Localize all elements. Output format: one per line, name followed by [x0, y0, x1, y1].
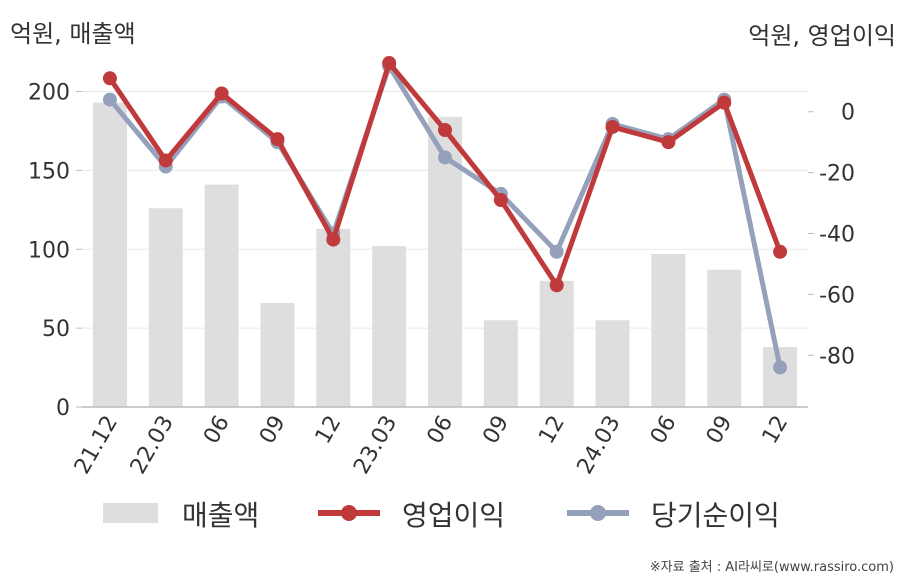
x-tick-label: 09: [702, 412, 738, 449]
point-net-income: [549, 244, 564, 259]
x-tick-label: 09: [478, 412, 514, 449]
point-operating-profit: [438, 123, 452, 138]
legend-label-revenue: 매출액: [182, 499, 259, 532]
point-operating-profit: [270, 132, 285, 147]
x-tick-label: 09: [255, 412, 291, 449]
point-operating-profit: [549, 278, 564, 293]
point-operating-profit: [158, 153, 173, 168]
x-tick-label: 24.03: [573, 412, 626, 479]
bar-revenue: [92, 102, 127, 407]
point-operating-profit: [717, 95, 732, 110]
right-tick-label: -60: [819, 283, 855, 308]
point-net-income: [773, 360, 788, 375]
point-operating-profit: [382, 56, 397, 71]
left-tick-label: 0: [56, 396, 70, 421]
bar-revenue: [204, 184, 239, 407]
x-tick-label: 06: [423, 412, 459, 449]
bar-revenue: [316, 228, 351, 407]
bar-revenue: [260, 302, 295, 407]
x-tick-label: 22.03: [126, 412, 179, 479]
x-tick-label: 12: [758, 412, 794, 449]
x-tick-label: 12: [534, 412, 570, 449]
right-tick-label: 0: [841, 101, 855, 126]
x-tick-label: 21.12: [70, 412, 123, 479]
left-axis-unit: 억원, 매출액: [10, 20, 136, 48]
bar-revenue: [539, 280, 574, 407]
point-operating-profit: [493, 193, 508, 208]
left-tick-label: 50: [42, 317, 70, 342]
bar-revenue: [707, 269, 742, 407]
bar-revenue: [651, 254, 686, 407]
point-operating-profit: [326, 232, 341, 247]
point-operating-profit: [102, 71, 117, 86]
right-tick-label: -20: [819, 162, 855, 187]
x-tick-label: 06: [199, 412, 235, 449]
x-tick-label: 23.03: [349, 412, 402, 479]
legend-label-net-income: 당기순이익: [651, 499, 780, 532]
legend-marker-operating-profit: [341, 505, 357, 521]
left-tick-label: 100: [28, 238, 70, 263]
bar-revenue: [148, 208, 183, 407]
left-tick-label: 200: [28, 81, 70, 106]
bar-revenue: [483, 320, 518, 407]
x-tick-label: 06: [646, 412, 682, 449]
right-axis-unit: 억원, 영업이익: [748, 22, 896, 50]
right-tick-label: -80: [819, 344, 855, 369]
point-operating-profit: [773, 244, 788, 259]
legend-marker-net-income: [590, 505, 606, 521]
legend-label-operating-profit: 영업이익: [402, 499, 505, 532]
x-tick-label: 12: [311, 412, 347, 449]
source-credit: ※자료 출처 : AI라씨로(www.rassiro.com): [649, 560, 894, 575]
bar-revenue: [372, 246, 407, 407]
legend-swatch-revenue: [103, 503, 158, 523]
point-operating-profit: [661, 135, 676, 150]
left-tick-label: 150: [28, 159, 70, 184]
point-net-income: [438, 150, 452, 165]
right-tick-label: -40: [819, 223, 855, 248]
point-operating-profit: [214, 86, 229, 101]
point-operating-profit: [605, 119, 620, 134]
bar-revenue: [595, 320, 630, 407]
point-net-income: [102, 92, 117, 107]
